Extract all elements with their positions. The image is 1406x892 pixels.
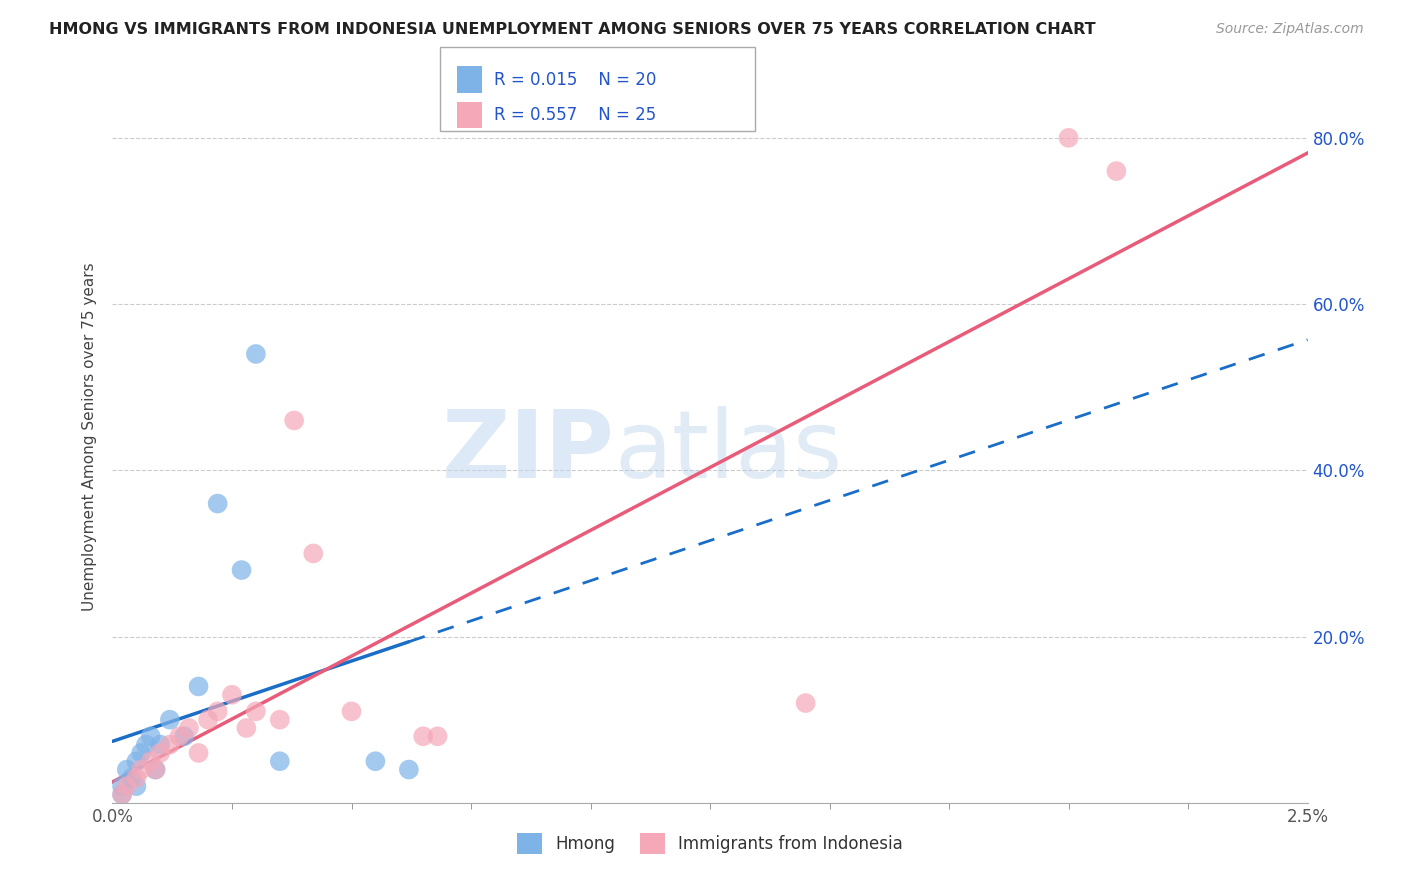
Point: [177, 721, 200, 735]
Point: [302, 546, 325, 560]
Point: [197, 713, 219, 727]
Point: [125, 771, 148, 785]
Point: [115, 763, 138, 777]
Point: [115, 779, 138, 793]
Point: [145, 763, 167, 777]
Point: [231, 563, 253, 577]
Point: [207, 705, 229, 719]
Point: [269, 754, 291, 768]
Point: [121, 771, 143, 785]
Point: [412, 729, 434, 743]
Text: ZIP: ZIP: [441, 406, 614, 498]
Point: [129, 763, 152, 777]
Point: [169, 729, 191, 743]
Point: [139, 754, 162, 768]
Point: [1105, 164, 1128, 178]
Point: [111, 788, 134, 802]
Text: R = 0.557    N = 25: R = 0.557 N = 25: [494, 106, 655, 124]
Point: [149, 746, 172, 760]
Point: [125, 779, 148, 793]
Text: HMONG VS IMMIGRANTS FROM INDONESIA UNEMPLOYMENT AMONG SENIORS OVER 75 YEARS CORR: HMONG VS IMMIGRANTS FROM INDONESIA UNEMP…: [49, 22, 1095, 37]
Point: [187, 746, 209, 760]
Point: [398, 763, 420, 777]
Point: [159, 713, 181, 727]
Point: [221, 688, 243, 702]
Text: atlas: atlas: [614, 406, 842, 498]
Point: [207, 497, 229, 511]
Point: [145, 763, 167, 777]
Point: [283, 413, 305, 427]
Point: [125, 754, 148, 768]
Text: Source: ZipAtlas.com: Source: ZipAtlas.com: [1216, 22, 1364, 37]
Point: [235, 721, 257, 735]
Point: [187, 680, 209, 694]
Point: [111, 779, 134, 793]
Point: [1057, 131, 1080, 145]
Point: [245, 705, 267, 719]
Point: [159, 738, 181, 752]
Point: [364, 754, 387, 768]
Point: [269, 713, 291, 727]
Point: [173, 729, 195, 743]
Point: [426, 729, 449, 743]
Text: R = 0.015    N = 20: R = 0.015 N = 20: [494, 70, 655, 88]
Legend: Hmong, Immigrants from Indonesia: Hmong, Immigrants from Indonesia: [510, 827, 910, 860]
Point: [129, 746, 152, 760]
Point: [245, 347, 267, 361]
Point: [135, 738, 157, 752]
Point: [149, 738, 172, 752]
Point: [139, 729, 162, 743]
Point: [794, 696, 817, 710]
Point: [111, 788, 134, 802]
Point: [340, 705, 363, 719]
Y-axis label: Unemployment Among Seniors over 75 years: Unemployment Among Seniors over 75 years: [82, 263, 97, 611]
